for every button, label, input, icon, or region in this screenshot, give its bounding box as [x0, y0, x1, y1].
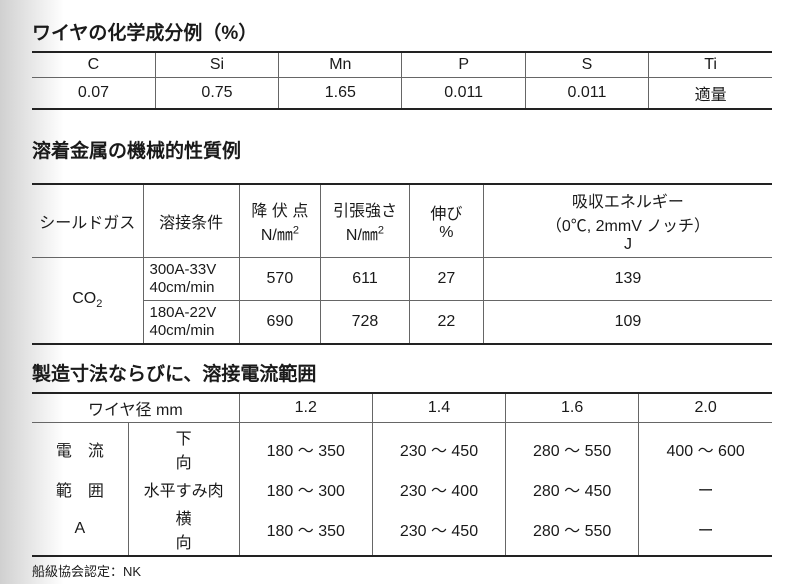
elong-1: 27 [409, 258, 483, 301]
val-c: 0.07 [32, 78, 155, 110]
col-s: S [525, 52, 648, 78]
gas-cell: CO2 [32, 258, 143, 345]
yield-1: 570 [239, 258, 320, 301]
r2c2: 230 ～ 400 [372, 475, 505, 503]
rowlabel-a: A [32, 503, 128, 556]
r2c4: ー [639, 475, 772, 503]
footnote: 船級協会認定：NK [32, 561, 772, 580]
section2-title: 溶着金属の機械的性質例 [32, 136, 772, 163]
col-c: C [32, 52, 155, 78]
sub-side: 横向 [128, 503, 239, 556]
cond-2: 180A-22V40cm/min [143, 301, 239, 345]
rowlabel-range: 範 囲 [32, 475, 128, 503]
dia-2: 1.4 [372, 393, 505, 423]
val-s: 0.011 [525, 78, 648, 110]
yield-2: 690 [239, 301, 320, 345]
val-p: 0.011 [402, 78, 525, 110]
dia-1: 1.2 [239, 393, 372, 423]
r2c1: 180 ～ 300 [239, 475, 372, 503]
val-mn: 1.65 [279, 78, 402, 110]
r3c2: 230 ～ 450 [372, 503, 505, 556]
r1c3: 280 ～ 550 [506, 423, 639, 476]
dia-3: 1.6 [506, 393, 639, 423]
h-gas: シールドガス [32, 184, 143, 258]
sub-down: 下向 [128, 423, 239, 476]
h-cond: 溶接条件 [143, 184, 239, 258]
r1c1: 180 ～ 350 [239, 423, 372, 476]
h-energy: 吸収エネルギー（0℃, 2mmV ノッチ）J [483, 184, 772, 258]
tens-1: 611 [321, 258, 410, 301]
col-ti: Ti [649, 52, 772, 78]
r3c1: 180 ～ 350 [239, 503, 372, 556]
r3c3: 280 ～ 550 [506, 503, 639, 556]
h-dia: ワイヤ径 mm [32, 393, 239, 423]
val-si: 0.75 [155, 78, 278, 110]
col-p: P [402, 52, 525, 78]
cond-1: 300A-33V40cm/min [143, 258, 239, 301]
r1c2: 230 ～ 450 [372, 423, 505, 476]
col-si: Si [155, 52, 278, 78]
section1-title: ワイヤの化学成分例（%） [32, 18, 772, 45]
sub-horizontal: 水平すみ肉 [128, 475, 239, 503]
energy-2: 109 [483, 301, 772, 345]
elong-2: 22 [409, 301, 483, 345]
dimensions-current-table: ワイヤ径 mm 1.2 1.4 1.6 2.0 電 流 下向 180 ～ 350… [32, 392, 772, 557]
h-yield: 降 伏 点N/㎜2 [239, 184, 320, 258]
r3c4: ー [639, 503, 772, 556]
h-tensile: 引張強さN/㎜2 [321, 184, 410, 258]
col-mn: Mn [279, 52, 402, 78]
mechanical-properties-table: シールドガス 溶接条件 降 伏 点N/㎜2 引張強さN/㎜2 伸び% 吸収エネル… [32, 183, 772, 345]
energy-1: 139 [483, 258, 772, 301]
chemical-composition-table: C Si Mn P S Ti 0.07 0.75 1.65 0.011 0.01… [32, 51, 772, 110]
h-elong: 伸び% [409, 184, 483, 258]
dia-4: 2.0 [639, 393, 772, 423]
rowlabel-current: 電 流 [32, 423, 128, 476]
section3-title: 製造寸法ならびに、溶接電流範囲 [32, 359, 772, 386]
tens-2: 728 [321, 301, 410, 345]
val-ti: 適量 [649, 78, 772, 110]
r1c4: 400 ～ 600 [639, 423, 772, 476]
r2c3: 280 ～ 450 [506, 475, 639, 503]
